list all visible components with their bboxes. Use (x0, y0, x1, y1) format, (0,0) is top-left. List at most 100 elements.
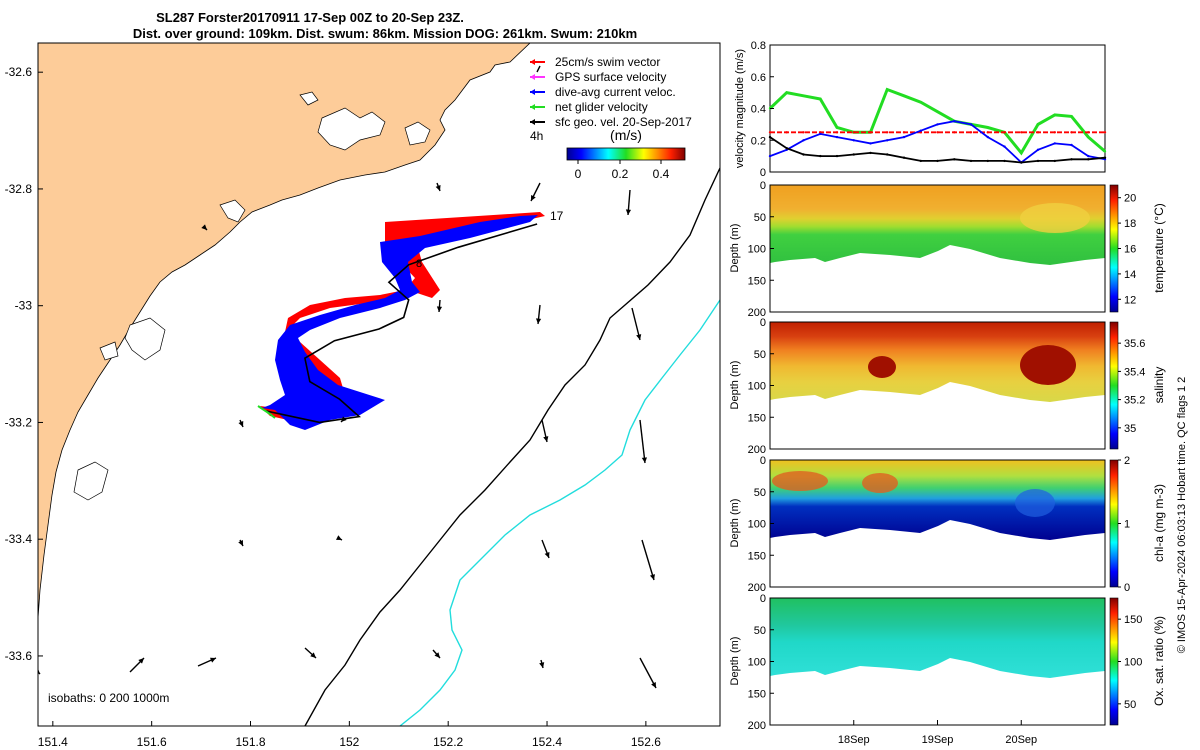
velocity-data-point (1103, 150, 1107, 153)
chl-a-y-tick-label: 50 (754, 487, 766, 499)
geo-velocity-arrow (304, 647, 317, 659)
geo-velocity-arrow-head (636, 334, 642, 340)
velocity-data-point (802, 153, 805, 156)
temperature-colorbar (1109, 184, 1119, 313)
geo-velocity-arrow-head (138, 658, 144, 664)
geo-velocity-arrow-head (543, 436, 549, 442)
oxygen-colorbar-tick-label: 100 (1124, 657, 1142, 669)
geo-velocity-arrow (639, 657, 657, 689)
velocity-data-point (785, 147, 788, 150)
chl-a-colorbar-label: chl-a (mg m-3) (1152, 484, 1166, 562)
velocity-data-point (1103, 131, 1107, 134)
velocity-y-tick-label: 0.2 (751, 135, 766, 147)
velocity-data-point (835, 126, 839, 129)
velocity-data-point (1103, 156, 1107, 159)
velocity-data-point (1003, 159, 1006, 163)
chl-a-colorbar-tick-label: 1 (1124, 519, 1130, 531)
geo-velocity-arrow-head (625, 209, 632, 215)
geo-velocity-arrow (535, 304, 542, 325)
chl-a-panel: 0 50 100 150 200 Depth (m) 0 1 2 chl-a (mg m-3) (729, 455, 1166, 594)
oxygen-y-tick-label: 100 (748, 657, 766, 669)
salinity-y-tick-label: 50 (754, 349, 766, 361)
velocity-data-point (1036, 131, 1040, 134)
salinity-colorbar-tick-label: 35.6 (1124, 338, 1145, 350)
oxygen-colorbar (1109, 597, 1119, 726)
velocity-data-point (785, 131, 788, 134)
velocity-data-point (1070, 143, 1073, 147)
velocity-data-point (936, 110, 939, 113)
velocity-data-point (1036, 159, 1040, 163)
salinity-colorbar-tick-label: 35.4 (1124, 366, 1145, 378)
legend-entry: net glider velocity (530, 100, 648, 114)
chl-high-patch (772, 471, 828, 491)
legend-label: GPS surface velocity (555, 70, 666, 84)
velocity-data-point (986, 131, 989, 134)
dive-avg-current-band (262, 215, 538, 430)
geo-velocity-arrow (197, 657, 217, 667)
glider-track-line (265, 223, 538, 424)
title-line-2: Dist. over ground: 109km. Dist. swum: 86… (133, 26, 637, 41)
footer-note: © IMOS 15-Apr-2024 06:03:13 Hobart time.… (1176, 377, 1188, 654)
velocity-data-point (886, 139, 889, 142)
temperature-y-tick-label: 0 (760, 180, 766, 192)
geo-velocity-arrow-head (649, 574, 655, 580)
velocity-panel: 0 0.2 0.4 0.6 0.8 velocity magnitude (m/s) (734, 40, 1107, 179)
salinity-y-axis-label: Depth (m) (729, 361, 741, 410)
velocity-data-point (953, 131, 956, 134)
geo-velocity-arrow-head (238, 540, 243, 546)
velocity-data-point (852, 139, 855, 142)
velocity-data-point (902, 156, 906, 159)
oxygen-panel: 0 50 100 150 200 Depth (m) 50 100 150 Ox. sat. ra… (729, 593, 1166, 732)
map-colorbar-tick-label: 0 (575, 167, 582, 181)
velocity-data-point (886, 131, 889, 134)
geo-velocity-arrow (340, 416, 347, 423)
velocity-data-point (902, 135, 906, 139)
map-x-tick-label: 151.8 (235, 735, 265, 749)
velocity-data-point (1003, 145, 1006, 148)
velocity-data-point (802, 94, 805, 98)
geo-velocity-arrow (238, 539, 244, 547)
geo-velocity-arrow-head (535, 318, 542, 324)
salinity-colorbar (1109, 321, 1119, 450)
net-glider-marker (257, 405, 276, 419)
chl-a-y-tick-label: 150 (748, 550, 766, 562)
velocity-data-point (1070, 115, 1073, 118)
velocity-data-point (819, 154, 822, 158)
salinity-y-tick-label: 200 (748, 444, 766, 456)
salinity-panel: 0 50 100 150 200 Depth (m) 35 35.2 35.4 35.6 salin… (729, 317, 1166, 456)
velocity-data-point (869, 151, 872, 155)
velocity-data-point (1036, 123, 1040, 126)
chl-a-colorbar (1109, 459, 1119, 588)
geo-velocity-arrow-shaft (639, 419, 646, 464)
legend-sample-arrow (536, 65, 541, 73)
geo-velocity-arrow-head (434, 652, 440, 658)
temperature-colorbar-tick-label: 16 (1124, 244, 1136, 256)
temperature-colorbar-tick-label: 20 (1124, 193, 1136, 205)
velocity-data-point (1087, 158, 1090, 161)
velocity-data-point (1053, 131, 1057, 134)
temperature-panel: 0 50 100 150 200 Depth (m) 12 14 16 18 20 temperatu… (729, 180, 1166, 319)
velocity-data-point (869, 131, 872, 134)
velocity-data-point (819, 132, 822, 136)
velocity-data-point (835, 135, 839, 139)
velocity-data-point (919, 101, 922, 104)
land-mass (38, 43, 531, 619)
isobath-1000m (399, 299, 720, 726)
map-interval-label: 4h (530, 129, 543, 143)
salinity-y-tick-label: 150 (748, 412, 766, 424)
map-colorbar (566, 147, 686, 161)
velocity-data-point (1036, 148, 1040, 151)
velocity-data-point (1087, 135, 1090, 139)
geo-velocity-arrow-shaft (641, 539, 655, 581)
velocity-data-point (1087, 131, 1090, 134)
velocity-y-tick-label: 0.4 (751, 104, 766, 116)
track-label-start: 17 (550, 209, 564, 223)
legend-entry: sfc geo. vel. 20-Sep-2017 (530, 115, 692, 129)
salinity-colorbar-tick-label: 35 (1124, 423, 1136, 435)
lake-1 (317, 107, 386, 151)
legend-entry: GPS surface velocity (530, 70, 666, 84)
temperature-heatmap (770, 185, 1105, 265)
velocity-data-point (1003, 131, 1006, 134)
map-y-tick-label: -33.2 (5, 415, 33, 429)
